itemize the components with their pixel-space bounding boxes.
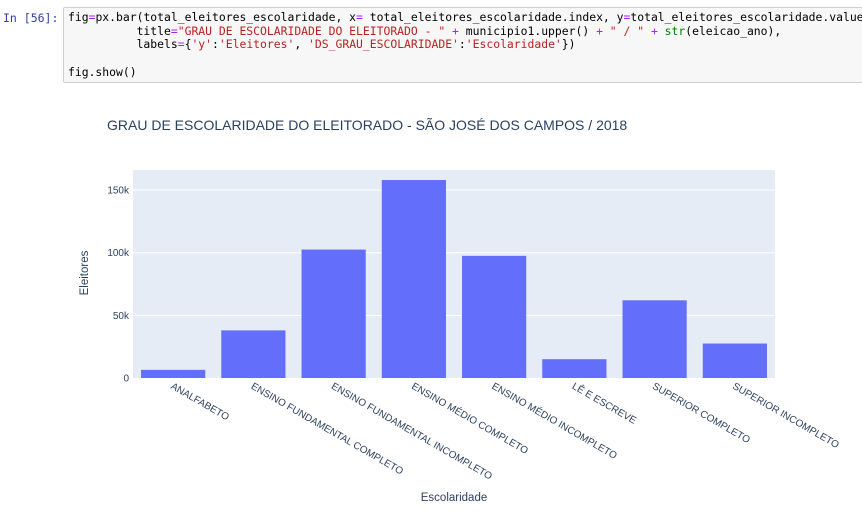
y-tick-label: 150k xyxy=(107,186,130,197)
bar xyxy=(301,249,366,378)
code-token: px.bar(total_eleitores_escolaridade, x xyxy=(95,10,357,24)
x-tick-label: ENSINO FUNDAMENTAL INCOMPLETO xyxy=(329,381,494,482)
bar xyxy=(542,359,607,378)
code-token: municipio1.upper() xyxy=(458,23,597,38)
x-tick-label: ANALFABETO xyxy=(169,381,231,423)
code-token: title xyxy=(68,23,171,38)
code-token: + xyxy=(596,23,603,38)
y-axis-title: Eleitores xyxy=(79,250,91,295)
code-line: fig.show() xyxy=(68,65,137,79)
code-line: labels={'y':'Eleitores', 'DS_GRAU_ESCOLA… xyxy=(68,37,576,52)
x-axis-title: Escolaridade xyxy=(421,492,487,504)
bar-chart: GRAU DE ESCOLARIDADE DO ELEITORADO - SÃO… xyxy=(79,117,841,504)
code-token: }) xyxy=(561,37,576,52)
code-token: = xyxy=(623,10,631,24)
x-tick-label: ENSINO FUNDAMENTAL COMPLETO xyxy=(249,381,405,477)
code-token: + xyxy=(650,23,658,38)
bar xyxy=(462,255,527,378)
bar xyxy=(381,180,446,378)
code-token: , xyxy=(294,37,309,52)
code-token: + xyxy=(452,23,459,38)
bars xyxy=(141,180,767,378)
code-token: { xyxy=(184,37,192,52)
code-editor[interactable]: fig=px.bar(total_eleitores_escolaridade,… xyxy=(64,8,862,80)
bar xyxy=(221,330,286,378)
code-token xyxy=(603,24,610,38)
y-tick-label: 50k xyxy=(113,311,130,322)
code-token: total_eleitores_escolaridade.values, xyxy=(630,10,862,24)
y-tick-label: 100k xyxy=(107,248,130,259)
code-token: = xyxy=(170,23,178,38)
bar xyxy=(622,300,687,378)
code-token: : xyxy=(212,37,219,52)
code-token: "GRAU DE ESCOLARIDADE DO ELEITORADO - " xyxy=(177,23,446,38)
code-token: fig.show() xyxy=(68,64,137,79)
bar xyxy=(702,343,767,378)
bar xyxy=(141,369,206,378)
code-token: = xyxy=(88,10,96,24)
code-token xyxy=(658,24,665,38)
x-tick-label: ENSINO MÉDIO INCOMPLETO xyxy=(490,379,620,462)
code-cell[interactable]: fig=px.bar(total_eleitores_escolaridade,… xyxy=(63,7,862,83)
code-token: : xyxy=(458,37,466,52)
code-token: fig xyxy=(68,10,89,24)
code-token: 'Escolaridade' xyxy=(465,37,562,52)
code-token: 'y' xyxy=(191,37,213,52)
chart-title: GRAU DE ESCOLARIDADE DO ELEITORADO - SÃO… xyxy=(107,117,627,133)
y-tick-label: 0 xyxy=(123,374,129,385)
x-axis-ticks: ANALFABETO ENSINO FUNDAMENTAL COMPLETOENS… xyxy=(169,379,841,482)
x-tick-label: LÊ E ESCREVE xyxy=(570,379,639,427)
code-line: fig=px.bar(total_eleitores_escolaridade,… xyxy=(68,10,862,24)
code-token: 'Eleitores' xyxy=(218,37,295,52)
code-token: = xyxy=(356,10,363,24)
y-axis-ticks: 0 50k 100k 150k xyxy=(107,186,130,385)
code-token: total_eleitores_escolaridade.index, y xyxy=(362,10,624,24)
cell-prompt: In [56]: xyxy=(3,11,59,25)
code-token: 'DS_GRAU_ESCOLARIDADE' xyxy=(308,37,459,52)
code-token: str xyxy=(664,23,686,38)
code-token: labels xyxy=(68,37,178,52)
code-token: (eleicao_ano), xyxy=(685,23,782,38)
code-line: title="GRAU DE ESCOLARIDADE DO ELEITORAD… xyxy=(68,23,782,38)
code-token: = xyxy=(177,37,185,52)
code-token: " / " xyxy=(609,23,645,38)
code-token xyxy=(644,24,651,38)
